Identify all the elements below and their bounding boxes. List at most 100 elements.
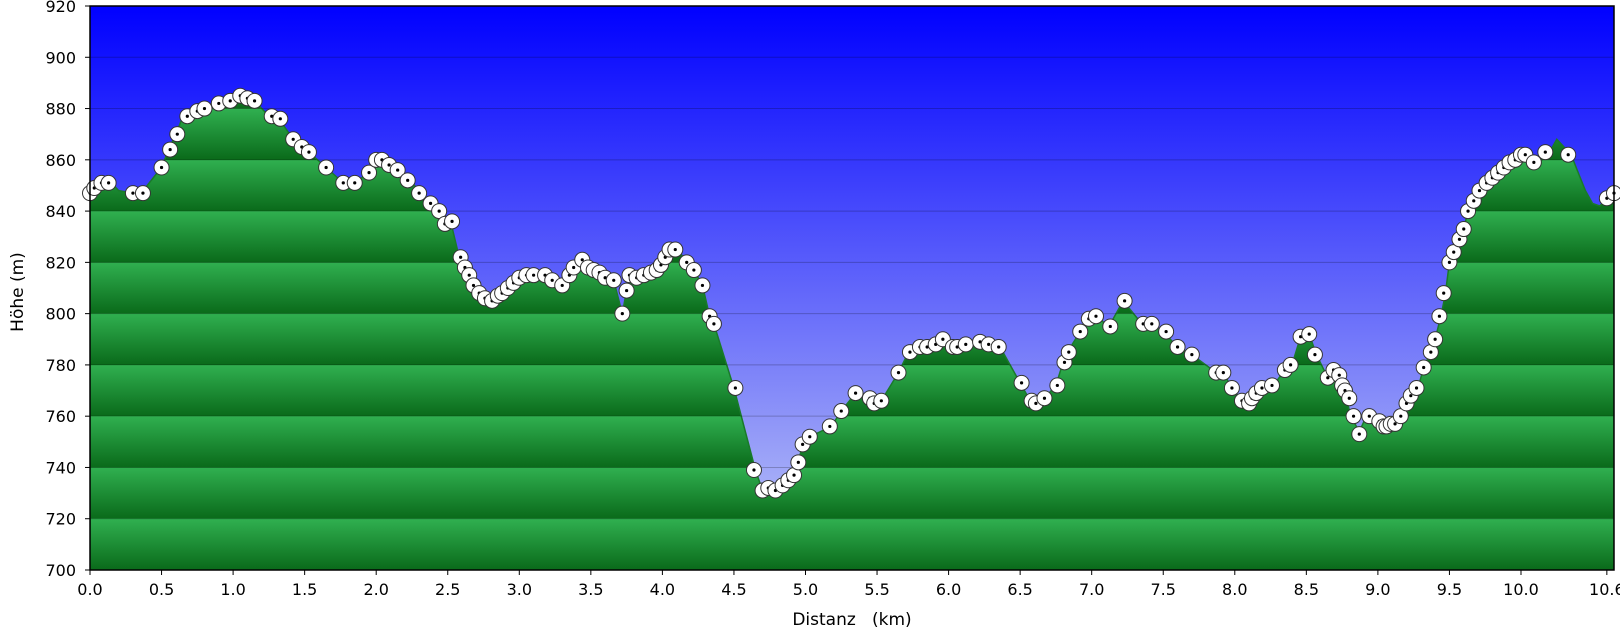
waypoint-marker bbox=[389, 162, 406, 179]
waypoint-marker bbox=[1427, 331, 1444, 348]
x-tick-label: 8.5 bbox=[1294, 580, 1319, 599]
waypoint-marker bbox=[1158, 323, 1175, 340]
x-tick-label: 1.5 bbox=[292, 580, 317, 599]
waypoint-marker bbox=[1415, 359, 1432, 376]
y-tick-label: 720 bbox=[45, 510, 76, 529]
waypoint-marker bbox=[1036, 390, 1053, 407]
y-tick-label: 780 bbox=[45, 356, 76, 375]
waypoint-marker bbox=[1435, 285, 1452, 302]
x-tick-label: 6.5 bbox=[1007, 580, 1032, 599]
waypoint-marker bbox=[1306, 346, 1323, 363]
waypoint-marker bbox=[1049, 377, 1066, 394]
x-tick-label: 1.0 bbox=[220, 580, 245, 599]
waypoint-marker bbox=[990, 338, 1007, 355]
waypoint-marker bbox=[1143, 315, 1160, 332]
waypoint-marker bbox=[1431, 308, 1448, 325]
waypoint-marker bbox=[1537, 144, 1554, 161]
waypoint-marker bbox=[685, 262, 702, 279]
waypoint-marker bbox=[605, 272, 622, 289]
waypoint-marker bbox=[411, 185, 428, 202]
waypoint-marker bbox=[196, 100, 213, 117]
waypoint-marker bbox=[790, 454, 807, 471]
y-tick-label: 840 bbox=[45, 202, 76, 221]
waypoint-marker bbox=[1013, 374, 1030, 391]
waypoint-marker bbox=[1282, 356, 1299, 373]
waypoint-marker bbox=[667, 241, 684, 258]
waypoint-marker bbox=[1087, 308, 1104, 325]
waypoint-marker bbox=[745, 462, 762, 479]
x-tick-label: 3.0 bbox=[507, 580, 532, 599]
waypoint-marker bbox=[801, 428, 818, 445]
x-tick-label: 5.5 bbox=[864, 580, 889, 599]
x-tick-label: 7.5 bbox=[1151, 580, 1176, 599]
waypoint-marker bbox=[246, 92, 263, 109]
waypoint-marker bbox=[1345, 408, 1362, 425]
waypoint-marker bbox=[1215, 364, 1232, 381]
y-tick-label: 860 bbox=[45, 151, 76, 170]
waypoint-marker bbox=[614, 305, 631, 322]
waypoint-marker bbox=[1060, 344, 1077, 361]
x-tick-label: 4.5 bbox=[721, 580, 746, 599]
waypoint-marker bbox=[1301, 326, 1318, 343]
x-tick-label: 9.5 bbox=[1437, 580, 1462, 599]
y-tick-label: 740 bbox=[45, 458, 76, 477]
waypoint-marker bbox=[153, 159, 170, 176]
waypoint-marker bbox=[1116, 292, 1133, 309]
waypoint-marker bbox=[727, 379, 744, 396]
x-tick-label: 9.0 bbox=[1365, 580, 1390, 599]
y-tick-label: 880 bbox=[45, 100, 76, 119]
waypoint-marker bbox=[1408, 379, 1425, 396]
y-tick-label: 700 bbox=[45, 561, 76, 580]
waypoint-marker bbox=[1351, 426, 1368, 443]
y-tick-label: 900 bbox=[45, 48, 76, 67]
waypoint-marker bbox=[1341, 390, 1358, 407]
waypoint-marker bbox=[1183, 346, 1200, 363]
waypoint-marker bbox=[346, 174, 363, 191]
waypoint-marker bbox=[272, 110, 289, 127]
waypoint-marker bbox=[618, 282, 635, 299]
waypoint-marker bbox=[1169, 338, 1186, 355]
waypoint-marker bbox=[873, 392, 890, 409]
waypoint-marker bbox=[169, 126, 186, 143]
x-tick-label: 5.0 bbox=[793, 580, 818, 599]
waypoint-marker bbox=[847, 385, 864, 402]
waypoint-marker bbox=[134, 185, 151, 202]
waypoint-marker bbox=[300, 144, 317, 161]
y-tick-label: 800 bbox=[45, 305, 76, 324]
waypoint-marker bbox=[318, 159, 335, 176]
waypoint-marker bbox=[1525, 154, 1542, 171]
x-tick-label: 2.5 bbox=[435, 580, 460, 599]
waypoint-marker bbox=[957, 336, 974, 353]
x-tick-label: 6.0 bbox=[936, 580, 961, 599]
y-axis-title: Höhe (m) bbox=[8, 252, 28, 332]
y-tick-label: 820 bbox=[45, 253, 76, 272]
waypoint-marker bbox=[1560, 146, 1577, 163]
waypoint-marker bbox=[1223, 379, 1240, 396]
waypoint-marker bbox=[100, 174, 117, 191]
plot-frame bbox=[89, 5, 1615, 571]
waypoint-marker bbox=[833, 403, 850, 420]
waypoint-marker bbox=[444, 213, 461, 230]
waypoint-marker bbox=[399, 172, 416, 189]
waypoint-marker bbox=[1263, 377, 1280, 394]
waypoint-marker bbox=[1072, 323, 1089, 340]
waypoint-marker bbox=[1455, 221, 1472, 238]
x-tick-label: 0.0 bbox=[77, 580, 102, 599]
y-tick-label: 920 bbox=[45, 0, 76, 16]
y-tick-label: 760 bbox=[45, 407, 76, 426]
x-tick-label: 8.0 bbox=[1222, 580, 1247, 599]
waypoint-marker bbox=[1102, 318, 1119, 335]
waypoint-marker bbox=[705, 315, 722, 332]
x-tick-label: 10.6 bbox=[1589, 580, 1620, 599]
waypoint-marker bbox=[162, 141, 179, 158]
x-axis-title: Distanz (km) bbox=[792, 610, 911, 630]
waypoint-marker bbox=[821, 418, 838, 435]
waypoint-marker bbox=[361, 164, 378, 181]
waypoint-marker bbox=[890, 364, 907, 381]
x-tick-label: 3.5 bbox=[578, 580, 603, 599]
x-tick-label: 7.0 bbox=[1079, 580, 1104, 599]
x-tick-label: 10.0 bbox=[1503, 580, 1539, 599]
x-tick-label: 2.0 bbox=[363, 580, 388, 599]
